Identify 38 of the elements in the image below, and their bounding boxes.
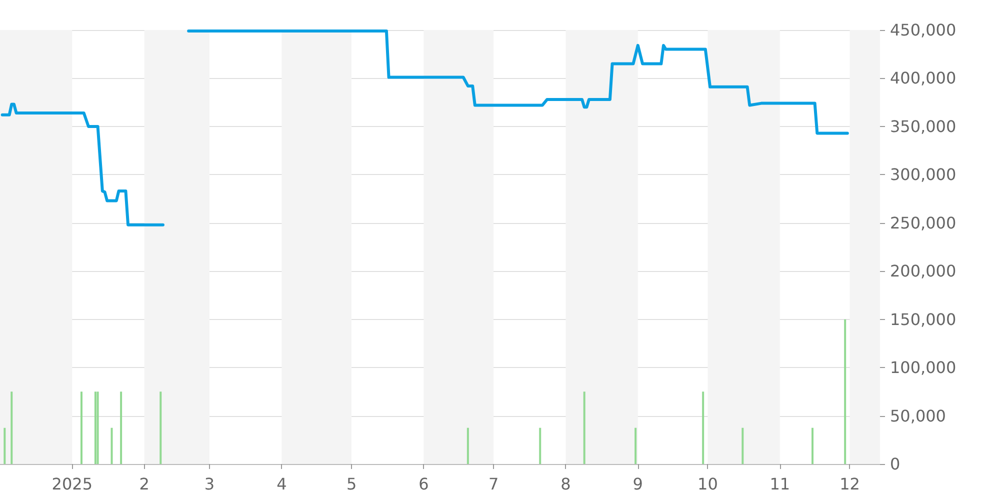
y-tick-label: 100,000 bbox=[890, 358, 956, 378]
y-tick-label: 400,000 bbox=[890, 68, 956, 88]
y-tick-label: 150,000 bbox=[890, 310, 956, 329]
x-tick-label: 7 bbox=[488, 474, 499, 494]
bar bbox=[94, 392, 96, 464]
bar bbox=[539, 428, 542, 464]
y-tick-label: 450,000 bbox=[890, 20, 956, 40]
x-tick-label: 11 bbox=[770, 474, 790, 494]
y-tick-label: 300,000 bbox=[890, 165, 956, 184]
x-tick-label: 8 bbox=[560, 474, 571, 494]
x-tick-label: 2025 bbox=[52, 474, 93, 494]
x-tick-label: 10 bbox=[698, 474, 718, 494]
x-tick-label: 6 bbox=[418, 474, 429, 494]
bar bbox=[110, 428, 113, 464]
bar bbox=[634, 428, 637, 464]
bar bbox=[160, 392, 162, 464]
y-tick-label: 350,000 bbox=[890, 116, 956, 136]
y-tick-label: 200,000 bbox=[890, 262, 956, 281]
bar bbox=[466, 428, 469, 464]
bar bbox=[4, 428, 6, 464]
bar bbox=[96, 392, 99, 464]
bar bbox=[742, 428, 744, 464]
x-tick-label: 5 bbox=[346, 474, 357, 494]
bar bbox=[844, 319, 846, 464]
bar bbox=[80, 392, 82, 464]
x-tick-label: 2 bbox=[139, 474, 150, 494]
bar bbox=[583, 392, 586, 464]
y-tick-label: 250,000 bbox=[890, 213, 956, 232]
bar bbox=[811, 428, 814, 464]
bar bbox=[120, 392, 122, 464]
x-tick-label: 12 bbox=[840, 474, 860, 494]
y-tick-label: 0 bbox=[890, 454, 900, 474]
y-tick-label: 50,000 bbox=[890, 406, 946, 426]
bar bbox=[10, 392, 13, 464]
bar bbox=[702, 392, 704, 464]
x-tick-label: 9 bbox=[632, 474, 643, 494]
x-tick-label: 4 bbox=[276, 474, 287, 494]
x-tick-label: 3 bbox=[204, 474, 215, 494]
